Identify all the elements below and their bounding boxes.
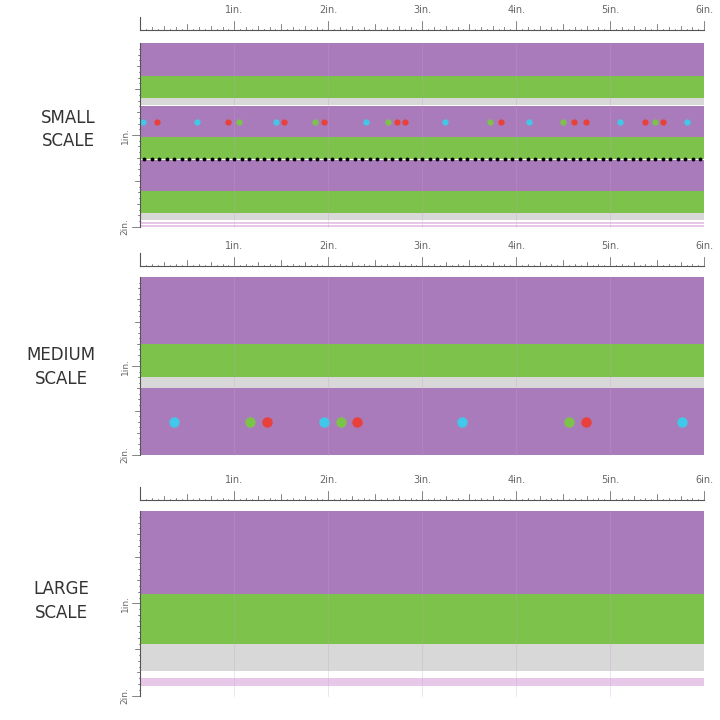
Text: LARGE
SCALE: LARGE SCALE <box>33 580 89 622</box>
Bar <box>140 644 704 670</box>
Text: SMALL
SCALE: SMALL SCALE <box>41 109 96 150</box>
Bar <box>140 225 704 227</box>
Text: 1in.: 1in. <box>225 475 243 485</box>
Bar <box>140 220 704 222</box>
Bar <box>140 76 704 99</box>
Bar <box>140 377 704 388</box>
Bar <box>140 213 704 220</box>
Text: 1in.: 1in. <box>121 595 130 612</box>
Text: 1in.: 1in. <box>121 358 130 374</box>
Text: 2in.: 2in. <box>121 218 130 235</box>
Text: 3in.: 3in. <box>413 475 431 485</box>
Text: MEDIUM
SCALE: MEDIUM SCALE <box>27 346 96 388</box>
Bar <box>140 222 704 224</box>
Bar <box>140 388 704 455</box>
Text: 2in.: 2in. <box>121 687 130 704</box>
Bar <box>140 192 704 213</box>
Text: 2in.: 2in. <box>319 241 338 251</box>
Bar <box>140 43 704 76</box>
Text: 2in.: 2in. <box>319 475 338 485</box>
Bar <box>140 105 704 107</box>
Bar <box>140 678 704 686</box>
Text: 3in.: 3in. <box>413 5 431 15</box>
Bar <box>140 511 704 594</box>
Bar <box>140 344 704 377</box>
Bar <box>140 159 704 161</box>
Bar <box>140 670 704 678</box>
Text: 2in.: 2in. <box>319 5 338 15</box>
Text: 4in.: 4in. <box>507 475 526 485</box>
Text: 3in.: 3in. <box>413 241 431 251</box>
Bar <box>140 277 704 344</box>
Text: 4in.: 4in. <box>507 241 526 251</box>
Text: 5in.: 5in. <box>601 5 619 15</box>
Text: 6in.: 6in. <box>695 241 714 251</box>
Text: 6in.: 6in. <box>695 475 714 485</box>
Text: 6in.: 6in. <box>695 5 714 15</box>
Bar <box>140 594 704 644</box>
Bar <box>140 686 704 696</box>
Text: 1in.: 1in. <box>121 127 130 143</box>
Bar <box>140 99 704 105</box>
Text: 1in.: 1in. <box>225 5 243 15</box>
Bar <box>140 138 704 159</box>
Bar <box>140 161 704 192</box>
Bar <box>140 224 704 225</box>
Text: 2in.: 2in. <box>121 446 130 464</box>
Bar <box>140 107 704 138</box>
Text: 1in.: 1in. <box>225 241 243 251</box>
Text: 4in.: 4in. <box>507 5 526 15</box>
Text: 5in.: 5in. <box>601 241 619 251</box>
Text: 5in.: 5in. <box>601 475 619 485</box>
